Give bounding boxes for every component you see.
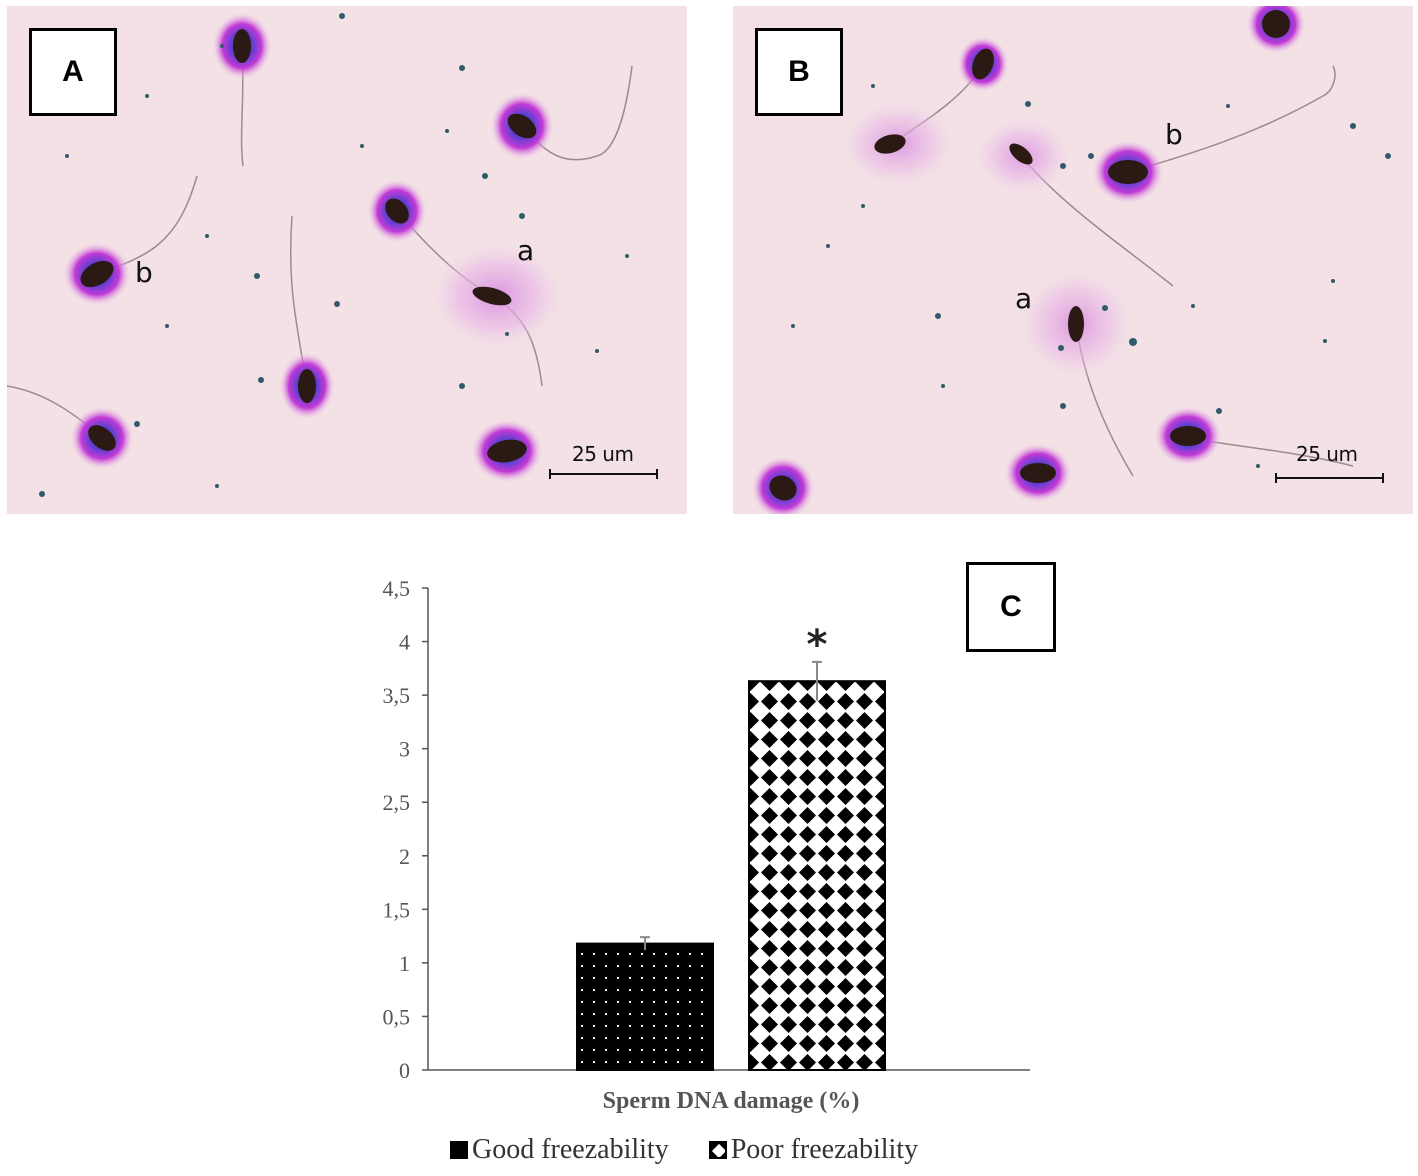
bar-chart: 0 0,5 1 1,5 2 2,5 3 3,5 4 4,5 * Sperm DNA damage … [383,576,1030,1114]
y-tick-label: 3 [399,737,410,762]
y-tick-label: 2,5 [383,790,411,815]
y-tick-label: 2 [399,844,410,869]
bar-poor-freezability [748,680,886,1071]
micrograph-image-a [7,6,687,514]
legend-label-poor: Poor freezability [730,1134,919,1165]
legend-swatch-poor [708,1141,727,1159]
y-tick-label: 4,5 [383,576,411,601]
legend-item-good: Good freezability [450,1134,669,1166]
y-tick-label: 1,5 [383,897,411,922]
micrograph-panel-a: A 25 um a b [7,6,687,514]
bars: * [576,622,886,1071]
legend-swatch-good [450,1141,468,1159]
y-tick-label: 3,5 [383,683,411,708]
cell-tag-b-halo-small: a [1015,282,1033,315]
scale-bar-label-b: 25 um [1296,442,1358,466]
y-tick-label: 1 [399,951,410,976]
legend-item-poor: Poor freezability [708,1134,919,1166]
cell-tag-a-halo-small: a [517,234,535,267]
micrograph-image-b [733,6,1413,514]
x-axis-label: Sperm DNA damage (%) [603,1088,860,1114]
y-tick-label: 0 [399,1058,410,1083]
legend-label-good: Good freezability [472,1134,669,1165]
y-axis-ticks: 0 0,5 1 1,5 2 2,5 3 3,5 4 4,5 [383,576,428,1083]
cell-tag-b-halo-large: b [1165,118,1183,151]
significance-marker: * [807,622,828,668]
micrograph-panel-b: B 25 um a b [733,6,1413,514]
scale-bar-label-a: 25 um [572,442,634,466]
y-tick-label: 4 [399,630,410,655]
panel-label-b: B [755,28,843,116]
panel-label-c: C [966,562,1056,652]
panel-label-a: A [29,28,117,116]
y-tick-label: 0,5 [383,1004,411,1029]
bar-good-freezability [576,942,714,1071]
cell-tag-a-halo-large: b [135,256,153,289]
chart-legend: Good freezability Poor freezability [450,1134,958,1166]
